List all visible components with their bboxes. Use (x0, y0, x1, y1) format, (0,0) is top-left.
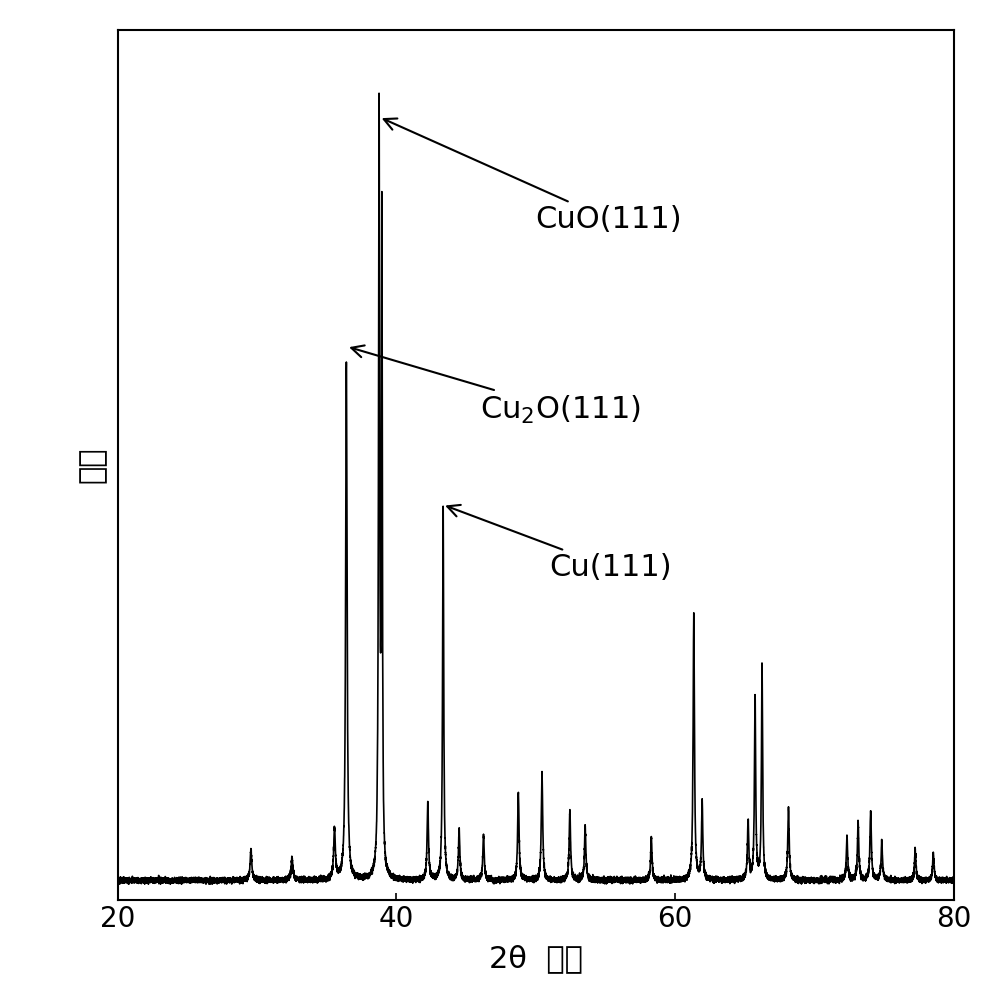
X-axis label: 2θ  角度: 2θ 角度 (489, 944, 583, 973)
Y-axis label: 强度: 强度 (78, 447, 107, 483)
Text: CuO(111): CuO(111) (383, 118, 682, 234)
Text: Cu(111): Cu(111) (447, 505, 672, 582)
Text: Cu$_2$O(111): Cu$_2$O(111) (351, 345, 641, 426)
